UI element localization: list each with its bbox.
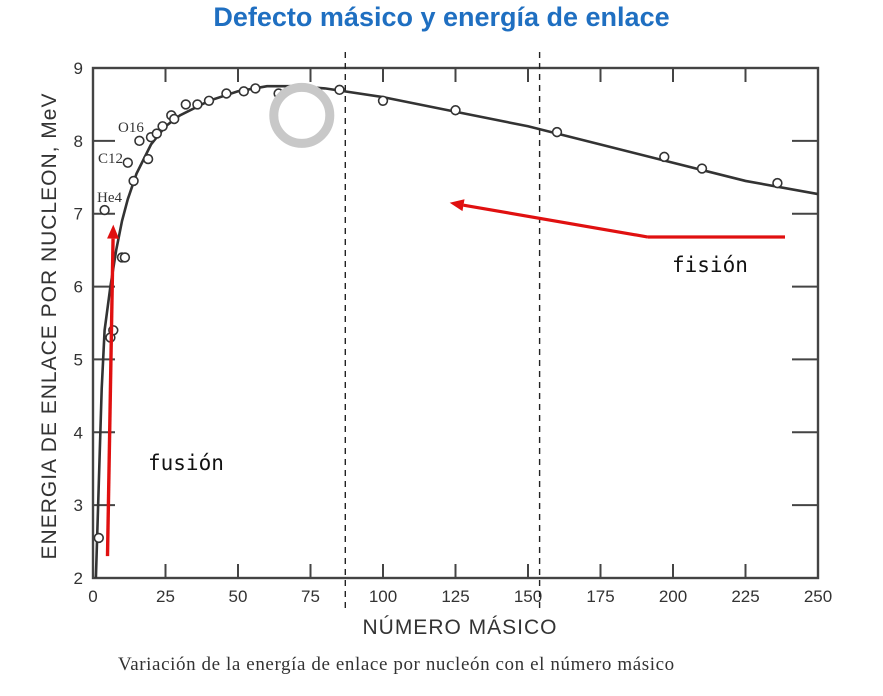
data-point [192,99,203,110]
fusion-label: fusión [148,451,224,475]
x-tick-label: 200 [659,587,687,606]
o16-label: O16 [118,120,144,136]
fision-arrow [449,199,785,239]
y-tick-label: 2 [74,569,83,588]
data-point [119,252,131,263]
dashed-lines [344,52,541,610]
y-tick-label: 3 [74,496,83,515]
data-point [169,113,180,125]
data-point [696,163,708,174]
x-tick-label: 100 [369,587,397,606]
x-tick-label: 25 [156,587,175,606]
y-tick-label: 4 [74,423,83,442]
binding-energy-curve [94,84,819,579]
x-tick-label: 150 [514,587,542,606]
y-tick-label: 5 [74,350,83,369]
data-point [157,121,168,132]
data-point [450,105,461,116]
figure-caption: Variación de la energía de enlace por nu… [118,654,675,675]
data-point [221,88,232,99]
x-axis-label: NÚMERO MÁSICO [362,616,557,639]
y-tick-label: 7 [74,205,83,224]
y-tick-label: 6 [74,278,83,297]
x-tick-label: 175 [586,587,614,606]
cursor-ring [269,82,335,148]
data-point [772,177,783,189]
y-axis-label: ENERGIA DE ENLACE POR NUCLEON, MeV [38,93,61,560]
arrows [105,199,785,557]
data-point [151,128,163,139]
data-point [377,95,389,106]
page-title: Defecto másico y energía de enlace [213,2,670,32]
plot-border [91,66,820,580]
data-point [134,135,145,147]
data-point [250,83,261,94]
fusion-arrow [105,224,120,557]
data-point [180,99,192,110]
y-tick-label: 9 [74,59,83,78]
data-point [142,153,154,165]
data-point [203,95,215,106]
x-tick-label: 75 [301,587,320,606]
x-tick-label: 0 [88,587,97,606]
data-point [122,157,134,168]
x-tick-label: 250 [804,587,832,606]
plot-frame [91,66,820,580]
axis-ticks: 2 3 4 5 6 7 8 9 0 25 50 75 100 125 150 175 200 225 250 [74,59,833,606]
x-tick-label: 125 [441,587,469,606]
x-tick-label: 50 [229,587,248,606]
y-tick-label: 8 [74,132,83,151]
binding-energy-chart: 2 3 4 5 6 7 8 9 0 25 50 75 100 125 150 175 200 225 250 ENE… [38,52,833,639]
x-tick-label: 225 [731,587,759,606]
data-point [238,86,250,97]
c12-label: C12 [98,151,123,167]
data-point [659,151,670,163]
fision-label: fisión [672,253,748,277]
he4-label: He4 [97,190,122,206]
data-points [93,83,783,544]
data-point [93,532,105,544]
data-point [99,204,110,216]
data-point [551,126,563,138]
data-point [334,84,345,96]
data-point [128,175,139,187]
